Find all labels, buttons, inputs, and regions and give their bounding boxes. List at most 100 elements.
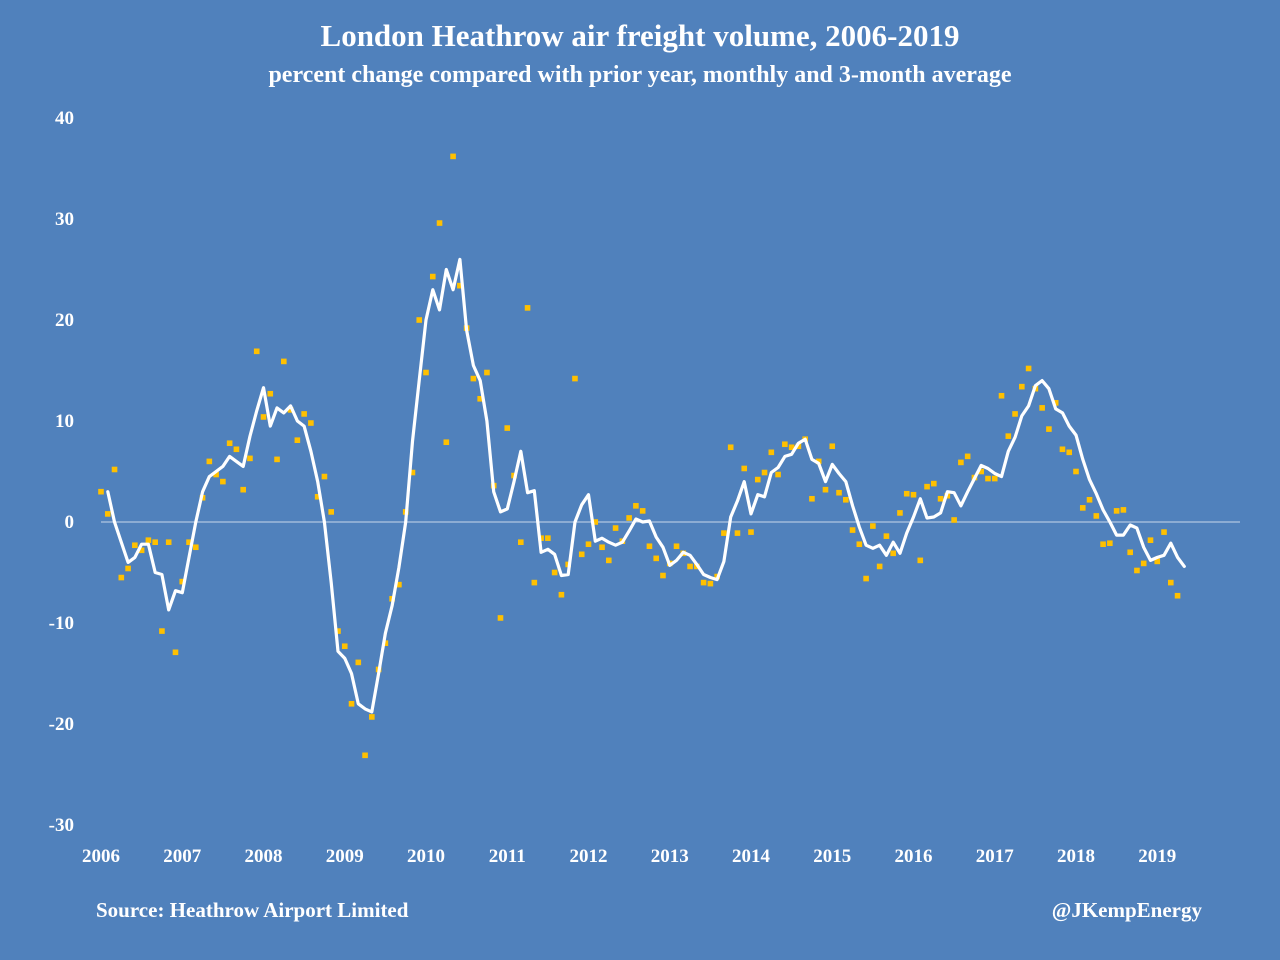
monthly-point (409, 469, 416, 476)
monthly-point (842, 496, 849, 503)
x-axis: 2006 2007 2008 2009 2010 2011 2012 2013 2014 2015… (82, 846, 1176, 867)
y-tick-label: 30 (55, 209, 74, 230)
monthly-point (1019, 383, 1025, 390)
monthly-point (1025, 365, 1032, 372)
monthly-point (964, 453, 971, 460)
x-tick-label: 2012 (570, 846, 608, 867)
monthly-point (1005, 433, 1012, 439)
monthly-point (1107, 540, 1113, 547)
monthly-point (436, 220, 443, 226)
monthly-point (362, 752, 368, 759)
monthly-point (775, 471, 781, 478)
monthly-point (457, 282, 463, 289)
three-month-average (106, 257, 1186, 714)
monthly-point (450, 153, 456, 160)
monthly-point (639, 508, 646, 514)
monthly-point (470, 375, 477, 382)
monthly-point (903, 490, 910, 497)
y-tick-label: -10 (49, 613, 74, 634)
monthly-point (633, 503, 639, 509)
monthly-point (179, 578, 186, 585)
monthly-point (104, 511, 111, 517)
x-tick-label: 2006 (82, 846, 120, 867)
monthly-point (612, 525, 619, 531)
monthly-point (1174, 592, 1181, 599)
monthly-point (910, 491, 917, 498)
monthly-point (443, 439, 450, 446)
monthly-point (890, 550, 896, 557)
monthly-point (382, 640, 389, 646)
monthly-point (626, 515, 632, 521)
monthly-point (734, 530, 741, 536)
monthly-point (991, 475, 998, 482)
monthly-point (1147, 537, 1154, 543)
monthly-point (721, 530, 727, 536)
monthly-point (822, 486, 829, 493)
monthly-point (931, 480, 937, 487)
monthly-point (192, 544, 199, 551)
monthly-point (551, 569, 558, 576)
y-tick-label: 0 (65, 512, 75, 533)
monthly-point (660, 572, 666, 579)
monthly-point (727, 444, 734, 451)
monthly-point (138, 547, 145, 554)
monthly-point (355, 659, 362, 666)
x-tick-label: 2016 (895, 846, 933, 867)
monthly-point (314, 493, 321, 500)
monthly-point (782, 441, 788, 448)
monthly-point (545, 535, 551, 541)
monthly-point (978, 468, 985, 475)
monthly-point (274, 456, 280, 463)
monthly-point (958, 459, 964, 466)
monthly-point (1113, 508, 1120, 514)
monthly-point (159, 628, 165, 634)
monthly-point (558, 591, 565, 598)
monthly-point (132, 542, 138, 549)
monthly-point (118, 574, 125, 581)
monthly-point (836, 489, 842, 496)
monthly-point (707, 580, 714, 587)
monthly-point (1079, 505, 1086, 511)
x-tick-label: 2017 (976, 846, 1015, 867)
monthly-point (1093, 513, 1100, 519)
monthly-point (1127, 549, 1133, 556)
monthly-point (247, 455, 253, 462)
monthly-point (829, 443, 836, 450)
monthly-point (226, 440, 233, 447)
monthly-point (416, 317, 423, 323)
monthly-point (1134, 567, 1140, 574)
monthly-point (985, 475, 991, 482)
chart-subtitle: percent change compared with prior year,… (268, 62, 1012, 88)
author-credit: @JKempEnergy (1051, 898, 1202, 922)
monthly-point (998, 392, 1005, 399)
monthly-point (687, 563, 693, 570)
y-tick-label: 10 (55, 411, 74, 432)
monthly-point (328, 509, 335, 515)
monthly-point (599, 544, 605, 551)
monthly-point (267, 390, 274, 397)
x-tick-label: 2014 (732, 846, 771, 867)
source-note: Source: Heathrow Airport Limited (96, 898, 409, 922)
monthly-point (856, 541, 863, 548)
monthly-point (876, 563, 883, 570)
monthly-point (937, 495, 944, 502)
monthly-point (1167, 579, 1174, 586)
monthly-point (111, 466, 118, 473)
monthly-point (524, 305, 531, 311)
monthly-point (754, 476, 761, 483)
monthly-point (585, 541, 592, 548)
x-tick-label: 2007 (163, 846, 202, 867)
y-tick-label: 20 (55, 310, 74, 331)
x-tick-label: 2013 (651, 846, 689, 867)
monthly-point (165, 539, 172, 545)
monthly-point (761, 469, 768, 476)
monthly-point (768, 449, 775, 456)
monthly-point (1120, 507, 1127, 513)
monthly-point (673, 543, 680, 550)
monthly-point (578, 551, 585, 558)
monthly-point (287, 407, 294, 413)
monthly-point (321, 473, 328, 480)
monthly-point (484, 369, 490, 376)
monthly-point (497, 615, 504, 621)
monthly-point (125, 565, 131, 572)
